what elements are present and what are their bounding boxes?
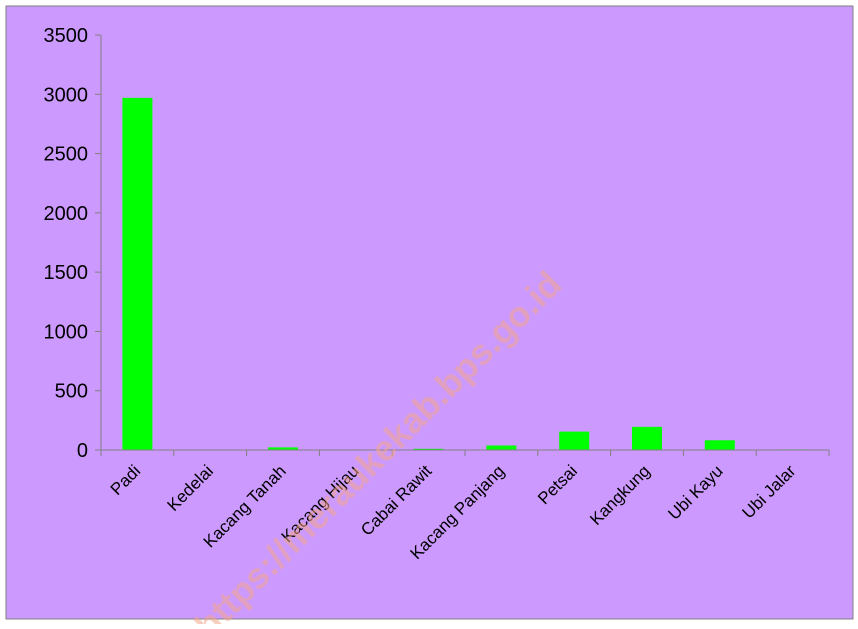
y-tick-label: 2500	[44, 144, 89, 166]
y-tick-label: 3500	[44, 25, 89, 47]
bar-kacang-panjang	[486, 445, 517, 450]
y-tick-label: 3000	[44, 84, 89, 106]
bars-layer	[122, 97, 808, 450]
y-tick-label: 500	[55, 381, 88, 403]
bar-ubi-kayu	[704, 440, 735, 450]
bar-cabai-rawit	[413, 448, 444, 450]
bar-kacang-tanah	[268, 447, 298, 450]
y-tick-label: 1000	[44, 321, 89, 343]
bar-kangkung	[632, 426, 662, 450]
y-tick-label: 1500	[44, 262, 89, 284]
y-tick-label: 0	[77, 440, 88, 462]
bar-petsai	[559, 431, 590, 450]
bar-padi	[122, 97, 153, 450]
axes-layer	[95, 34, 830, 456]
y-tick-label: 2000	[44, 203, 89, 225]
